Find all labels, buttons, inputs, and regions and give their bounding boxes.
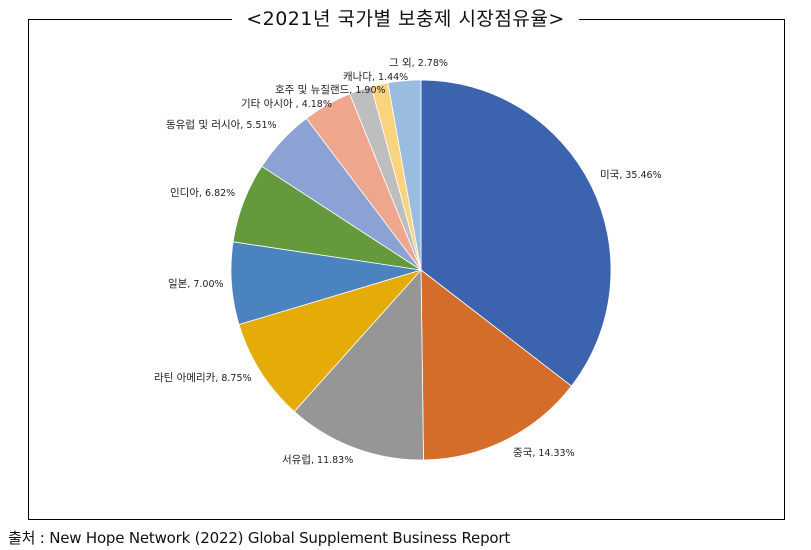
data-label-value: , 35.46% [619,170,662,181]
pie-slice-1 [420,269,572,461]
data-label-category: 그 외 [389,57,412,69]
data-label: 동유럽 및 러시아, 5.51% [166,117,277,132]
data-label-value: , 2.78% [411,58,448,69]
pie-slice-0 [420,79,612,387]
pie-slice-3 [238,269,423,413]
data-label-value: , 14.33% [532,448,575,459]
data-label: 캐나다, 1.44% [343,69,408,84]
data-label: 일본, 7.00% [168,276,224,291]
data-label: 서유럽, 11.83% [282,452,353,467]
data-label-category: 라틴 아메리카 [154,372,216,384]
data-label: 중국, 14.33% [513,445,575,460]
chart-title: <2021년 국가별 보충제 시장점유율> [232,4,579,34]
data-label-category: 서유럽 [282,454,311,466]
data-label-value: , 6.82% [198,188,236,199]
pie-slice-2 [293,268,424,461]
data-label: 그 외, 2.78% [389,55,448,70]
source-note: 출처 : New Hope Network (2022) Global Supp… [8,529,511,547]
data-label-value: , 11.83% [310,455,354,466]
chart-title-wrap: <2021년 국가별 보충제 시장점유율> [0,4,811,34]
data-label-value: , 1.90% [349,85,386,96]
data-label-category: 캐나다 [343,71,372,83]
data-label-category: 동유럽 및 러시아 [166,119,241,131]
data-label-category: 중국 [513,447,533,459]
data-label: 인디아, 6.82% [170,185,235,200]
data-label-category: 기타 아시아 [241,98,293,110]
pie-slice-10 [387,79,422,271]
data-label-value: , 4.18% [292,99,332,110]
data-label-value: , 5.51% [240,120,277,131]
data-label: 미국, 35.46% [600,167,662,182]
data-label-category: 미국 [600,169,620,181]
data-label-value: , 1.44% [371,72,409,83]
data-label: 호주 및 뉴질랜드, 1.90% [275,82,386,97]
pie-slices [230,79,612,461]
data-label: 기타 아시아 , 4.18% [241,96,332,111]
data-label-category: 인디아 [170,187,199,199]
data-label-category: 일본 [168,278,188,290]
data-label-category: 호주 및 뉴질랜드 [275,84,350,96]
data-label-value: , 7.00% [187,279,224,290]
data-label: 라틴 아메리카, 8.75% [154,370,252,385]
data-label-value: , 8.75% [215,373,252,384]
